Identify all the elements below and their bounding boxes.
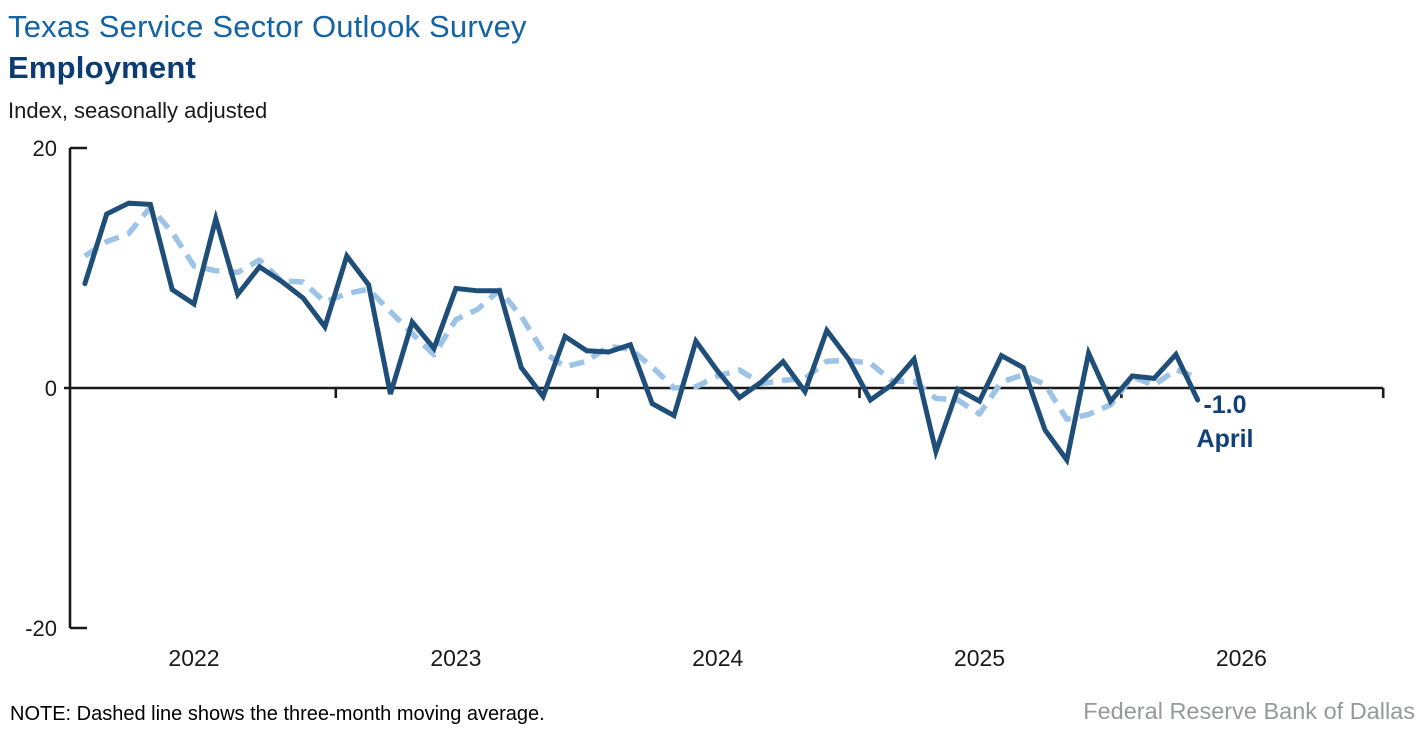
source-attribution: Federal Reserve Bank of Dallas — [1083, 698, 1415, 724]
page-subtitle: Employment — [8, 50, 197, 85]
employment-index-solid-line — [82, 200, 1201, 467]
x-year-label: 2022 — [168, 645, 219, 671]
page-title: Texas Service Sector Outlook Survey — [8, 9, 527, 44]
y-tick-label: 20 — [33, 136, 57, 161]
x-year-label: 2026 — [1216, 645, 1267, 671]
y-tick-label: 0 — [45, 376, 57, 401]
y-axis-units-label: Index, seasonally adjusted — [8, 98, 268, 123]
footnote: NOTE: Dashed line shows the three-month … — [10, 703, 545, 725]
zero-baseline-x-axis — [64, 386, 1385, 398]
x-year-label: 2024 — [692, 645, 743, 671]
y-tick-label: -20 — [25, 616, 57, 641]
last-point-value: -1.0 — [1203, 391, 1247, 419]
moving-average-dashed-line — [83, 204, 1199, 422]
last-point-month: April — [1196, 425, 1254, 453]
x-year-label: 2025 — [954, 645, 1005, 671]
last-point-annotation: -1.0 April — [1186, 388, 1264, 456]
x-year-label: 2023 — [430, 645, 481, 671]
